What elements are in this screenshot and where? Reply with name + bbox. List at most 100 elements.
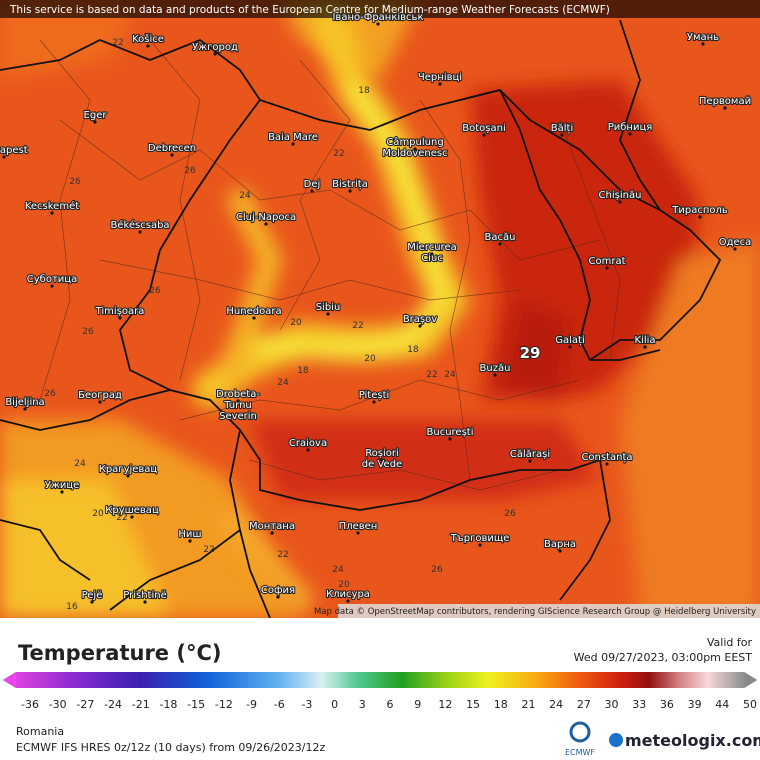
city-dot bbox=[93, 120, 97, 124]
city-label: Ciuc bbox=[421, 253, 443, 264]
city-dot bbox=[346, 599, 350, 603]
city-label: Pejë bbox=[82, 590, 103, 601]
city-label: Чернівці bbox=[418, 71, 462, 83]
city-label: Buzău bbox=[480, 363, 511, 374]
city-dot bbox=[558, 549, 562, 553]
colorbar-label: 12 bbox=[438, 698, 452, 711]
city-label: Монтана bbox=[249, 521, 295, 532]
city-label: de Vede bbox=[362, 459, 402, 470]
temperature-label: 20 bbox=[338, 580, 350, 590]
city-label: Roșiori bbox=[365, 448, 399, 459]
city-dot bbox=[448, 437, 452, 441]
city-dot bbox=[701, 42, 705, 46]
city-dot bbox=[118, 316, 122, 320]
colorbar-label: 3 bbox=[359, 698, 366, 711]
city-dot bbox=[698, 215, 702, 219]
city-dot bbox=[306, 448, 310, 452]
city-label: Botoșani bbox=[462, 123, 505, 134]
colorbar-label: 15 bbox=[466, 698, 480, 711]
city-label: Galați bbox=[555, 335, 584, 346]
city-label: Pitești bbox=[359, 390, 390, 401]
temperature-label: 24 bbox=[444, 370, 456, 380]
colorbar-label: 6 bbox=[387, 698, 394, 711]
attribution: Map data © OpenStreetMap contributors, r… bbox=[314, 607, 756, 617]
city-label: Miercurea bbox=[407, 242, 456, 253]
city-dot bbox=[528, 459, 532, 463]
city-label: Тирасполь bbox=[671, 205, 728, 216]
city-dot bbox=[413, 147, 417, 151]
city-dot bbox=[126, 474, 130, 478]
city-label: Ужице bbox=[45, 480, 80, 491]
ecmwf-text: ECMWF bbox=[565, 748, 595, 757]
city-dot bbox=[372, 400, 376, 404]
city-label: Călărași bbox=[510, 449, 550, 460]
city-label: Bacău bbox=[485, 232, 516, 243]
city-label: Drobeta- bbox=[216, 389, 260, 400]
city-dot bbox=[643, 345, 647, 349]
city-label: Békéscsaba bbox=[110, 219, 169, 231]
colorbar-label: 21 bbox=[521, 698, 535, 711]
temperature-label: 20 bbox=[290, 318, 302, 328]
city-label: Cluj-Napoca bbox=[236, 212, 296, 223]
temperature-label: 22 bbox=[426, 370, 437, 380]
colorbar-label: 33 bbox=[632, 698, 646, 711]
city-dot bbox=[213, 52, 217, 56]
temperature-label: 26 bbox=[431, 565, 443, 575]
legend-title: Temperature (°C) bbox=[18, 641, 221, 665]
city-label: Bistrița bbox=[332, 179, 368, 190]
city-dot bbox=[418, 324, 422, 328]
city-dot bbox=[138, 230, 142, 234]
colorbar-label: -18 bbox=[159, 698, 177, 711]
colorbar-label: -9 bbox=[246, 698, 257, 711]
colorbar-label: -6 bbox=[274, 698, 285, 711]
city-dot bbox=[50, 211, 54, 215]
temperature-label: 22 bbox=[112, 38, 123, 48]
city-label: Košice bbox=[132, 33, 164, 45]
city-dot bbox=[170, 153, 174, 157]
city-dot bbox=[236, 399, 240, 403]
meteologix-icon bbox=[609, 733, 623, 747]
city-dot bbox=[380, 458, 384, 462]
city-dot bbox=[130, 515, 134, 519]
city-dot bbox=[605, 266, 609, 270]
city-label: Kecskemét bbox=[25, 200, 79, 212]
city-label: Craiova bbox=[289, 438, 327, 449]
colorbar-label: -24 bbox=[104, 698, 122, 711]
city-label: Baia Mare bbox=[268, 132, 318, 143]
city-label: Dej bbox=[304, 179, 321, 190]
city-dot bbox=[482, 133, 486, 137]
city-dot bbox=[252, 316, 256, 320]
city-label: Търговище bbox=[450, 533, 510, 544]
temperature-label: 22 bbox=[116, 513, 127, 523]
temperature-label: 26 bbox=[149, 286, 161, 296]
city-label: Клисура bbox=[326, 589, 370, 600]
city-dot bbox=[143, 600, 147, 604]
city-label: Brașov bbox=[403, 314, 437, 325]
colorbar-label: -3 bbox=[301, 698, 312, 711]
temperature-label: 22 bbox=[333, 149, 344, 159]
city-label: Prishtinë bbox=[123, 590, 166, 601]
temperature-label: 22 bbox=[203, 545, 214, 555]
city-dot bbox=[568, 345, 572, 349]
city-label: Comrat bbox=[588, 256, 625, 267]
city-label: Constanța bbox=[581, 452, 632, 463]
city-dot bbox=[23, 407, 27, 411]
temperature-label: 18 bbox=[358, 86, 370, 96]
city-label: Суботица bbox=[27, 274, 77, 285]
map-labels: Košice Ужгород Івано-Франківськ Чернівці Ума… bbox=[0, 10, 752, 612]
colorbar-label: -30 bbox=[49, 698, 67, 711]
city-dot bbox=[733, 247, 737, 251]
city-label: Одеса bbox=[719, 237, 752, 248]
colorbar-label: 30 bbox=[605, 698, 619, 711]
colorbar-label: -36 bbox=[21, 698, 39, 711]
city-label: Severin bbox=[219, 411, 257, 422]
temperature-label: 24 bbox=[74, 459, 86, 469]
city-dot bbox=[98, 400, 102, 404]
city-label: Первомай bbox=[699, 96, 751, 107]
temperature-label: 29 bbox=[520, 344, 541, 362]
temperature-label: 26 bbox=[184, 166, 196, 176]
temperature-label: 20 bbox=[364, 354, 376, 364]
colorbar-label: 18 bbox=[494, 698, 508, 711]
city-label: София bbox=[261, 585, 295, 596]
